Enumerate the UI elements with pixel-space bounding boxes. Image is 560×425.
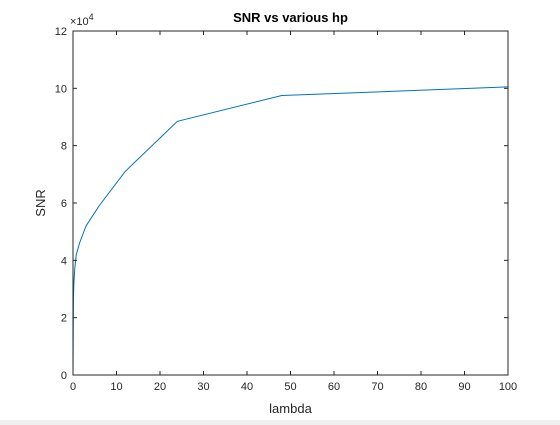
y-tick-label: 12 <box>55 26 67 38</box>
y-tick-label: 2 <box>61 313 67 325</box>
x-tick-label: 90 <box>458 381 470 393</box>
y-axis-exponent-power: 4 <box>89 12 94 22</box>
chart-title: SNR vs various hp <box>233 10 348 25</box>
x-tick-label: 10 <box>110 381 122 393</box>
y-tick-label: 10 <box>55 83 67 95</box>
y-axis-exponent: ×104 <box>70 12 94 28</box>
y-tick-label: 8 <box>61 141 67 153</box>
x-tick-label: 100 <box>499 381 517 393</box>
x-tick-label: 60 <box>328 381 340 393</box>
y-tick-label: 4 <box>61 255 67 267</box>
x-tick-label: 30 <box>197 381 209 393</box>
y-tick-label: 0 <box>61 370 67 382</box>
y-tick-label: 6 <box>61 198 67 210</box>
y-axis-label: SNR <box>33 189 48 216</box>
x-tick-label: 0 <box>70 381 76 393</box>
x-tick-label: 50 <box>284 381 296 393</box>
plot-area <box>73 31 508 375</box>
x-tick-label: 20 <box>154 381 166 393</box>
x-axis-label: lambda <box>269 401 312 416</box>
x-tick-label: 40 <box>241 381 253 393</box>
x-tick-label: 70 <box>371 381 383 393</box>
y-axis-exponent-base: ×10 <box>70 16 89 28</box>
x-tick-label: 80 <box>415 381 427 393</box>
